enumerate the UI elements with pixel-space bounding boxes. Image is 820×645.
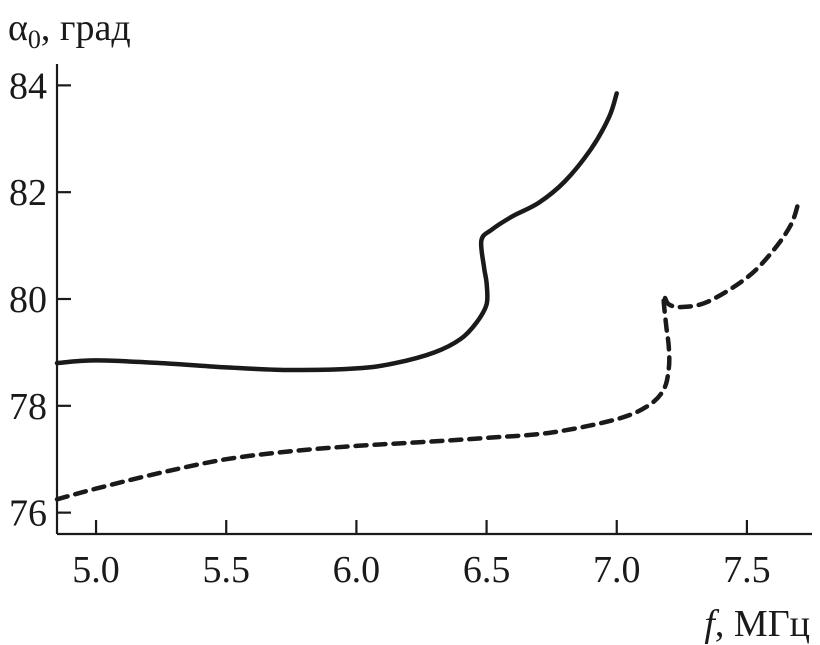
x-axis-label: f, МГц <box>704 603 810 645</box>
y-tick-label: 84 <box>9 65 47 107</box>
solid-series-line <box>54 91 619 373</box>
y-tick-label: 82 <box>9 172 47 214</box>
y-axis-label: α0, град <box>8 7 131 54</box>
x-axis-label-unit: , МГц <box>715 603 810 645</box>
series-group <box>54 91 802 502</box>
y-tick-label: 80 <box>9 279 47 321</box>
x-tick-label: 7.5 <box>723 549 771 591</box>
x-tick-label: 6.5 <box>463 549 511 591</box>
y-axis-label-unit: , град <box>41 7 131 49</box>
x-tick-label: 7.0 <box>593 549 641 591</box>
dashed-series-line <box>54 197 802 502</box>
y-tick-label: 78 <box>9 386 47 428</box>
x-tick-label: 6.0 <box>333 549 381 591</box>
axes: 5.0 5.5 6.0 6.5 7.0 7.5 76 78 80 82 84 <box>9 64 812 591</box>
x-tick-label: 5.0 <box>72 549 120 591</box>
y-axis-label-subscript: 0 <box>28 25 41 54</box>
y-tick-label: 76 <box>9 493 47 535</box>
y-axis-label-symbol: α <box>8 7 28 49</box>
x-tick-label: 5.5 <box>202 549 250 591</box>
